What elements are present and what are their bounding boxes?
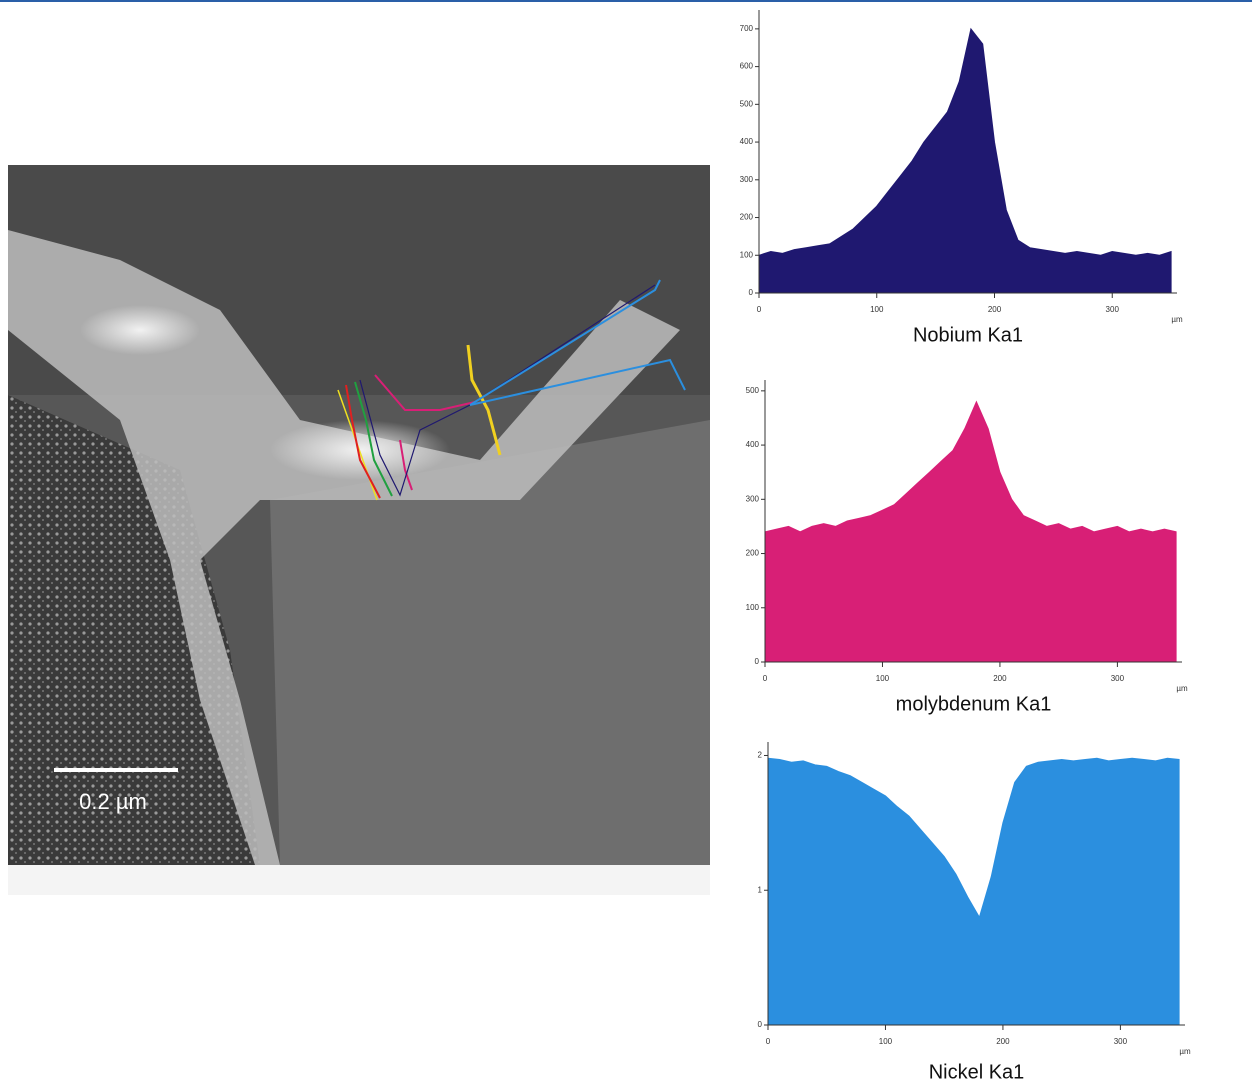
x-tick-label: 200	[993, 674, 1007, 683]
x-axis-label: µm	[1171, 315, 1183, 324]
y-tick-label: 600	[740, 62, 754, 71]
y-tick-label: 100	[740, 250, 754, 259]
y-tick-label: 1	[758, 885, 763, 894]
y-tick-label: 500	[746, 386, 760, 395]
y-tick-label: 500	[740, 99, 754, 108]
x-tick-label: 0	[763, 674, 768, 683]
y-tick-label: 300	[740, 175, 754, 184]
y-tick-label: 100	[746, 603, 760, 612]
y-tick-label: 200	[746, 549, 760, 558]
x-tick-label: 100	[870, 305, 884, 314]
y-tick-label: 200	[740, 213, 754, 222]
y-tick-label: 0	[755, 657, 760, 666]
top-rule	[0, 0, 1252, 2]
chart-title: Nickel Ka1	[929, 1061, 1025, 1083]
chart-title: Nobium Ka1	[913, 324, 1023, 346]
page: {"image": {"scale_label": "0.2 µm"}, "ch…	[0, 0, 1252, 1092]
x-tick-label: 100	[876, 674, 890, 683]
y-tick-label: 0	[758, 1020, 763, 1029]
area	[765, 402, 1176, 662]
x-tick-label: 0	[757, 305, 762, 314]
figure: 0.2 µm 01002003004005006007000100200300µ…	[0, 0, 1252, 1087]
y-tick-label: 700	[740, 24, 754, 33]
x-tick-label: 300	[1111, 674, 1125, 683]
y-tick-label: 2	[758, 751, 763, 760]
x-tick-label: 100	[879, 1037, 893, 1046]
x-tick-label: 0	[766, 1037, 771, 1046]
scale-label: 0.2 µm	[79, 789, 147, 814]
y-tick-label: 300	[746, 494, 760, 503]
y-tick-label: 0	[749, 288, 754, 297]
x-tick-label: 200	[996, 1037, 1010, 1046]
chart-title: molybdenum Ka1	[896, 693, 1052, 715]
sem-image: 0.2 µm	[8, 165, 710, 895]
x-tick-label: 200	[988, 305, 1002, 314]
y-tick-label: 400	[740, 137, 754, 146]
x-tick-label: 300	[1106, 305, 1120, 314]
area	[759, 29, 1171, 293]
y-tick-label: 400	[746, 440, 760, 449]
x-tick-label: 300	[1114, 1037, 1128, 1046]
x-axis-label: µm	[1179, 1047, 1191, 1056]
x-axis-label: µm	[1176, 684, 1188, 693]
area	[768, 758, 1179, 1025]
